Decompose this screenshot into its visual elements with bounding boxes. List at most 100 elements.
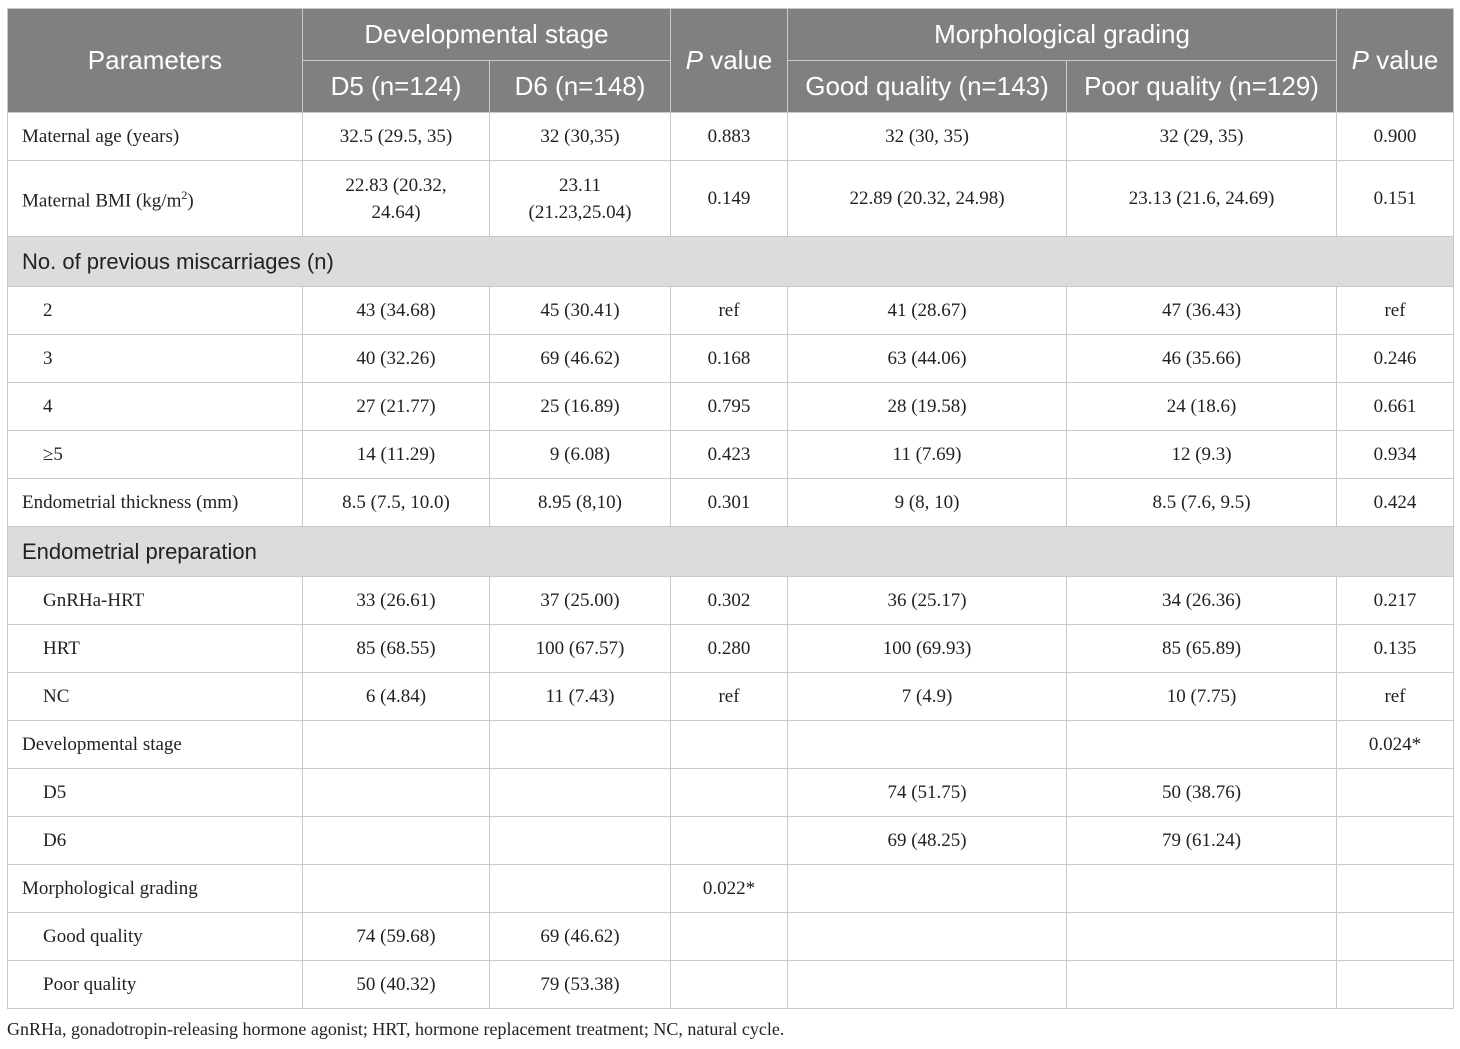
table-row: Good quality 74 (59.68) 69 (46.62) [7, 912, 1455, 961]
cell: 8.5 (7.5, 10.0) [302, 478, 490, 527]
row-label: 4 [7, 382, 303, 431]
cell: 33 (26.61) [302, 576, 490, 625]
cell: 9 (6.08) [488, 430, 672, 479]
cell [670, 912, 789, 961]
row-label: Developmental stage [7, 720, 303, 769]
cell: 32 (29, 35) [1066, 112, 1338, 161]
cell: 79 (61.24) [1066, 816, 1338, 865]
header-d6: D6 (n=148) [488, 60, 672, 113]
cell: 8.95 (8,10) [488, 478, 672, 527]
cell: 85 (65.89) [1066, 624, 1338, 673]
cell [787, 960, 1068, 1009]
table-row: D5 74 (51.75) 50 (38.76) [7, 768, 1455, 817]
cell [488, 720, 672, 769]
cell: 0.151 [1336, 160, 1455, 237]
cell: 0.168 [670, 334, 789, 383]
cell [670, 960, 789, 1009]
cell: 0.024* [1336, 720, 1455, 769]
cell: 12 (9.3) [1066, 430, 1338, 479]
cell: 40 (32.26) [302, 334, 490, 383]
cell: 32 (30,35) [488, 112, 672, 161]
cell: 74 (59.68) [302, 912, 490, 961]
cell: 0.423 [670, 430, 789, 479]
cell: 0.301 [670, 478, 789, 527]
row-label: Good quality [7, 912, 303, 961]
section-title: No. of previous miscarriages (n) [6, 236, 1455, 287]
cell: 41 (28.67) [787, 286, 1068, 335]
cell: 23.13 (21.6, 24.69) [1066, 160, 1338, 237]
cell: 100 (69.93) [787, 624, 1068, 673]
table-row: Developmental stage 0.024* [7, 720, 1455, 769]
table-row: 3 40 (32.26) 69 (46.62) 0.168 63 (44.06)… [7, 334, 1455, 383]
cell: 0.661 [1336, 382, 1455, 431]
cell: 79 (53.38) [488, 960, 672, 1009]
row-label: Poor quality [7, 960, 303, 1009]
cell: 0.900 [1336, 112, 1455, 161]
cell: 43 (34.68) [302, 286, 490, 335]
row-label: Endometrial thickness (mm) [7, 478, 303, 527]
header-developmental-stage: Developmental stage [301, 8, 672, 61]
cell: 74 (51.75) [787, 768, 1068, 817]
header-poor-quality: Poor quality (n=129) [1066, 60, 1338, 113]
cell: 0.149 [670, 160, 789, 237]
cell [670, 816, 789, 865]
cell [302, 720, 490, 769]
cell [1336, 912, 1455, 961]
header-d5: D5 (n=124) [302, 60, 490, 113]
cell [787, 864, 1068, 913]
cell: 36 (25.17) [787, 576, 1068, 625]
table-row: Poor quality 50 (40.32) 79 (53.38) [7, 960, 1455, 1009]
cell: 6 (4.84) [302, 672, 490, 721]
cell: 0.302 [670, 576, 789, 625]
header-parameters: Parameters [7, 8, 303, 113]
cell: 0.795 [670, 382, 789, 431]
cell [302, 816, 490, 865]
section-title: Endometrial preparation [6, 526, 1455, 577]
cell: 23.11 (21.23,25.04) [488, 160, 672, 237]
cell: 69 (48.25) [787, 816, 1068, 865]
table-row: Maternal age (years) 32.5 (29.5, 35) 32 … [7, 112, 1455, 161]
cell: 50 (38.76) [1066, 768, 1338, 817]
table-row: HRT 85 (68.55) 100 (67.57) 0.280 100 (69… [7, 624, 1455, 673]
cell: 0.217 [1336, 576, 1455, 625]
cell: 69 (46.62) [488, 334, 672, 383]
cell [1336, 960, 1455, 1009]
table-row: D6 69 (48.25) 79 (61.24) [7, 816, 1455, 865]
table-row: GnRHa-HRT 33 (26.61) 37 (25.00) 0.302 36… [7, 576, 1455, 625]
row-label: ≥5 [7, 430, 303, 479]
cell: 46 (35.66) [1066, 334, 1338, 383]
header-p-value-1: P value [670, 8, 789, 113]
row-label: HRT [7, 624, 303, 673]
cell [1066, 720, 1338, 769]
cell [1066, 960, 1338, 1009]
cell: 22.89 (20.32, 24.98) [787, 160, 1068, 237]
cell [1066, 864, 1338, 913]
cell [488, 768, 672, 817]
row-label: Maternal BMI (kg/m2) [7, 160, 303, 237]
section-header-row: No. of previous miscarriages (n) [6, 236, 1455, 287]
row-label: Maternal age (years) [7, 112, 303, 161]
cell [670, 720, 789, 769]
cell: 100 (67.57) [488, 624, 672, 673]
cell: 0.883 [670, 112, 789, 161]
header-good-quality: Good quality (n=143) [787, 60, 1068, 113]
cell: 8.5 (7.6, 9.5) [1066, 478, 1338, 527]
cell: 32.5 (29.5, 35) [302, 112, 490, 161]
cell: 85 (68.55) [302, 624, 490, 673]
cell: 69 (46.62) [488, 912, 672, 961]
cell [302, 864, 490, 913]
cell [787, 912, 1068, 961]
cell: 0.135 [1336, 624, 1455, 673]
cell [302, 768, 490, 817]
cell: 37 (25.00) [488, 576, 672, 625]
cell: 9 (8, 10) [787, 478, 1068, 527]
cell: 28 (19.58) [787, 382, 1068, 431]
cell [1336, 816, 1455, 865]
cell: 22.83 (20.32, 24.64) [302, 160, 490, 237]
cell: 63 (44.06) [787, 334, 1068, 383]
cell: ref [1336, 672, 1455, 721]
row-label: Morphological grading [7, 864, 303, 913]
cell [787, 720, 1068, 769]
cell: 25 (16.89) [488, 382, 672, 431]
row-label: D6 [7, 816, 303, 865]
